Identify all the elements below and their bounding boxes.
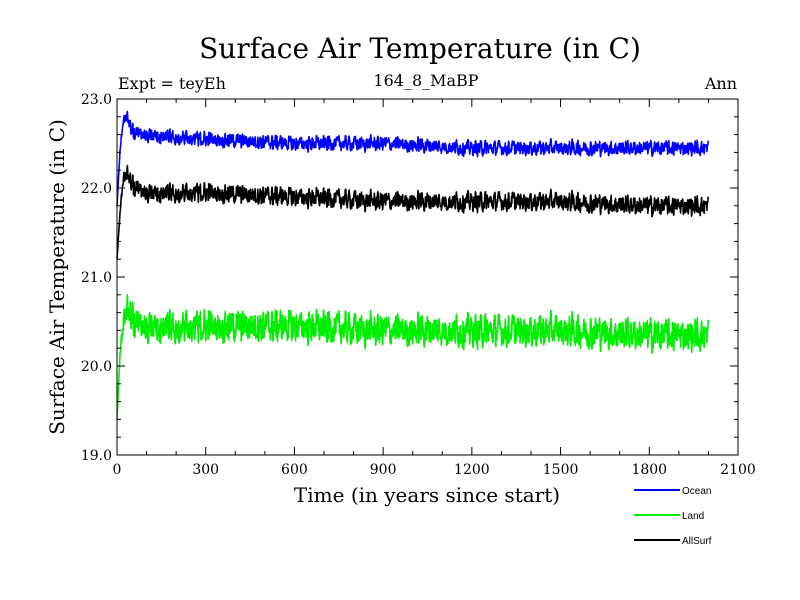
x-axis-label: Time (in years since start) [294,483,560,507]
series-line-land [116,293,710,420]
y-tick-label: 22.0 [81,181,112,197]
y-tick-label: 21.0 [81,270,112,286]
series-line-allsurf [116,164,710,260]
axes-layer: 0 300 600 900 1200 1500 1800 2100 19.0 20.0 21.0 22… [81,92,756,478]
legend-label-allsurf: AllSurf [682,536,712,547]
x-tick-label: 1500 [543,462,579,478]
y-tick-label: 20.0 [81,359,112,375]
period-label: 164_8_MaBP [373,71,478,90]
experiment-label: Expt = teyEh [118,74,226,93]
season-label: Ann [704,74,737,93]
plot-frame [116,98,739,456]
y-tick-label: 23.0 [81,92,112,108]
x-tick-label: 1200 [454,462,490,478]
legend: Ocean Land AllSurf [634,486,712,547]
y-axis-label: Surface Air Temperature (in C) [45,119,69,435]
x-tick-label: 600 [281,462,308,478]
y-tick-label: 19.0 [81,448,112,464]
x-tick-label: 300 [192,462,219,478]
legend-label-land: Land [682,511,704,522]
series-layer [116,110,710,420]
chart-title: Surface Air Temperature (in C) [199,32,641,65]
x-tick-label: 2100 [720,462,756,478]
x-tick-label: 1800 [631,462,667,478]
x-tick-label: 900 [370,462,397,478]
legend-label-ocean: Ocean [682,486,711,497]
x-tick-label: 0 [113,462,122,478]
series-line-ocean [116,110,710,206]
